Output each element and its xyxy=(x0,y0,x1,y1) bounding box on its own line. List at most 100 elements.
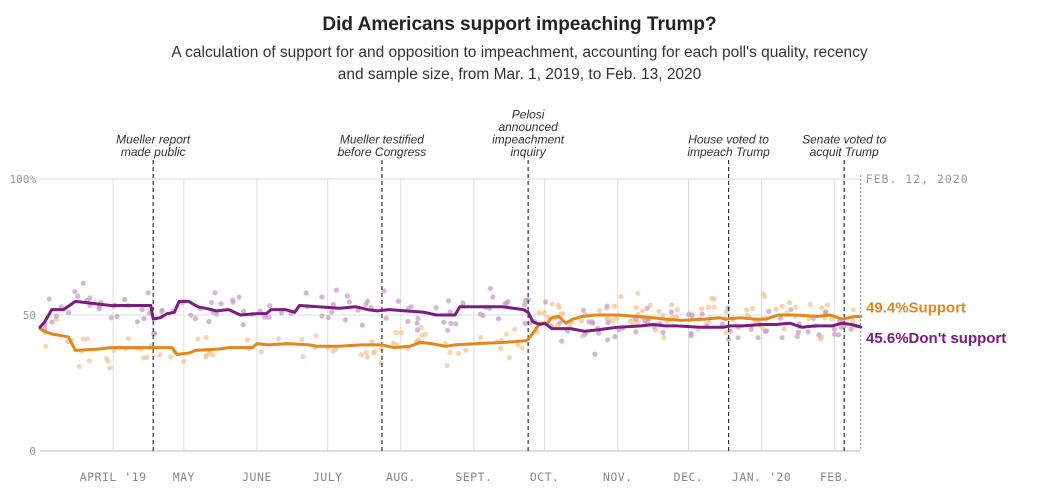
poll-dot-1-98 xyxy=(644,305,650,311)
poll-dot-1-136 xyxy=(748,326,754,332)
poll-dot-1-137 xyxy=(559,338,565,344)
poll-dot-1-128 xyxy=(505,298,511,305)
poll-dot-0-124 xyxy=(541,309,547,316)
poll-dot-0-163 xyxy=(276,336,282,342)
poll-dot-1-69 xyxy=(134,319,140,325)
poll-dot-1-167 xyxy=(688,333,694,339)
poll-dot-1-117 xyxy=(447,309,453,315)
poll-dot-0-115 xyxy=(604,315,610,321)
poll-dot-1-126 xyxy=(383,315,389,321)
poll-dot-1-113 xyxy=(330,301,337,307)
poll-dot-1-46 xyxy=(668,309,674,315)
poll-dot-1-40 xyxy=(735,335,741,341)
poll-dot-1-66 xyxy=(755,335,761,341)
poll-dot-1-26 xyxy=(267,303,273,309)
poll-dot-0-56 xyxy=(850,307,857,313)
poll-dot-0-133 xyxy=(536,310,542,316)
x-tick-label-0: APRIL '19 xyxy=(80,470,147,484)
poll-dot-0-137 xyxy=(126,336,132,342)
event-label-4-1: acquit Trump xyxy=(810,145,879,159)
poll-dot-1-59 xyxy=(72,289,78,295)
poll-dot-1-110 xyxy=(346,299,352,305)
poll-dot-0-126 xyxy=(506,355,512,361)
x-tick-label-3: JULY xyxy=(313,470,343,484)
y-tick-label-100: 100% xyxy=(10,173,37,186)
poll-dot-1-22 xyxy=(342,317,348,323)
poll-dot-0-147 xyxy=(203,353,209,359)
poll-dot-0-91 xyxy=(711,304,717,310)
poll-dot-0-71 xyxy=(618,293,624,300)
poll-dot-1-36 xyxy=(145,290,151,296)
poll-dot-0-117 xyxy=(706,304,712,310)
poll-dot-0-57 xyxy=(365,354,371,360)
x-tick-label-7: NOV. xyxy=(603,470,633,484)
poll-dot-1-107 xyxy=(848,326,854,332)
poll-dot-1-120 xyxy=(395,298,401,304)
x-tick-label-10: FEB. xyxy=(820,470,850,484)
poll-dot-1-92 xyxy=(589,319,595,325)
poll-dot-1-99 xyxy=(122,296,128,303)
poll-dot-0-8 xyxy=(723,330,729,336)
poll-dot-1-61 xyxy=(278,310,285,316)
poll-dot-0-26 xyxy=(104,355,110,361)
x-tick-label-6: OCT. xyxy=(530,470,560,484)
x-tick-label-2: JUNE xyxy=(242,470,272,484)
poll-dot-0-6 xyxy=(793,304,799,310)
y-tick-label-50: 50 xyxy=(23,309,36,322)
poll-dot-1-94 xyxy=(329,309,335,315)
poll-dot-1-163 xyxy=(319,294,325,300)
poll-dot-0-68 xyxy=(635,290,641,296)
poll-dot-0-4 xyxy=(610,318,616,324)
poll-dot-1-11 xyxy=(490,294,496,300)
event-label-1-1: before Congress xyxy=(338,145,427,159)
poll-dot-0-72 xyxy=(210,352,216,358)
poll-dot-0-59 xyxy=(456,350,462,357)
poll-dot-0-65 xyxy=(825,302,831,308)
poll-dot-0-84 xyxy=(819,305,825,311)
poll-dot-0-62 xyxy=(378,360,384,366)
event-label-0-1: made public xyxy=(121,145,186,159)
x-tick-label-5: SEPT. xyxy=(455,470,492,484)
poll-dot-1-115 xyxy=(257,308,263,314)
poll-dot-1-108 xyxy=(836,332,842,338)
poll-dot-0-165 xyxy=(545,314,551,320)
poll-dot-0-53 xyxy=(107,365,113,371)
event-label-3-1: impeach Trump xyxy=(687,145,770,159)
poll-dot-1-140 xyxy=(445,298,452,304)
trend-lines xyxy=(38,299,863,356)
poll-dot-1-37 xyxy=(805,329,811,335)
poll-dot-1-121 xyxy=(448,320,454,326)
poll-dot-1-50 xyxy=(592,351,598,357)
poll-dot-0-118 xyxy=(76,363,82,370)
event-label-2-2: impeachment xyxy=(492,133,565,147)
poll-dot-1-164 xyxy=(151,331,157,337)
poll-dot-0-11 xyxy=(498,345,504,351)
poll-dot-1-12 xyxy=(333,287,339,293)
poll-dot-0-114 xyxy=(709,295,715,301)
poll-dot-0-169 xyxy=(723,309,730,315)
end-value-0: 49.4% xyxy=(866,300,909,317)
poll-dot-1-112 xyxy=(325,315,331,321)
poll-dot-1-157 xyxy=(80,280,86,286)
chart-title: Did Americans support impeaching Trump? xyxy=(322,14,717,35)
subtitle-line-1: A calculation of support for and opposit… xyxy=(171,44,868,61)
poll-dot-0-140 xyxy=(515,342,521,348)
poll-dot-1-87 xyxy=(214,311,220,317)
poll-dot-1-7 xyxy=(139,307,145,313)
y-tick-label-0: 0 xyxy=(29,445,36,458)
poll-dot-0-152 xyxy=(393,329,399,335)
event-label-2-3: inquiry xyxy=(510,145,546,159)
poll-dot-0-63 xyxy=(378,346,384,352)
poll-dot-1-16 xyxy=(605,337,611,343)
event-label-4-0: Senate voted to xyxy=(802,133,886,147)
end-date-label: FEB. 12, 2020 xyxy=(866,172,969,186)
poll-dot-1-91 xyxy=(344,293,350,299)
poll-dot-0-25 xyxy=(661,334,667,341)
poll-dot-1-29 xyxy=(359,322,365,328)
poll-dot-1-169 xyxy=(838,324,844,330)
poll-dot-0-125 xyxy=(299,337,305,343)
poll-dot-1-70 xyxy=(788,307,794,313)
poll-dot-1-156 xyxy=(794,333,800,339)
poll-dot-1-101 xyxy=(414,320,420,326)
poll-dot-1-125 xyxy=(543,299,549,305)
